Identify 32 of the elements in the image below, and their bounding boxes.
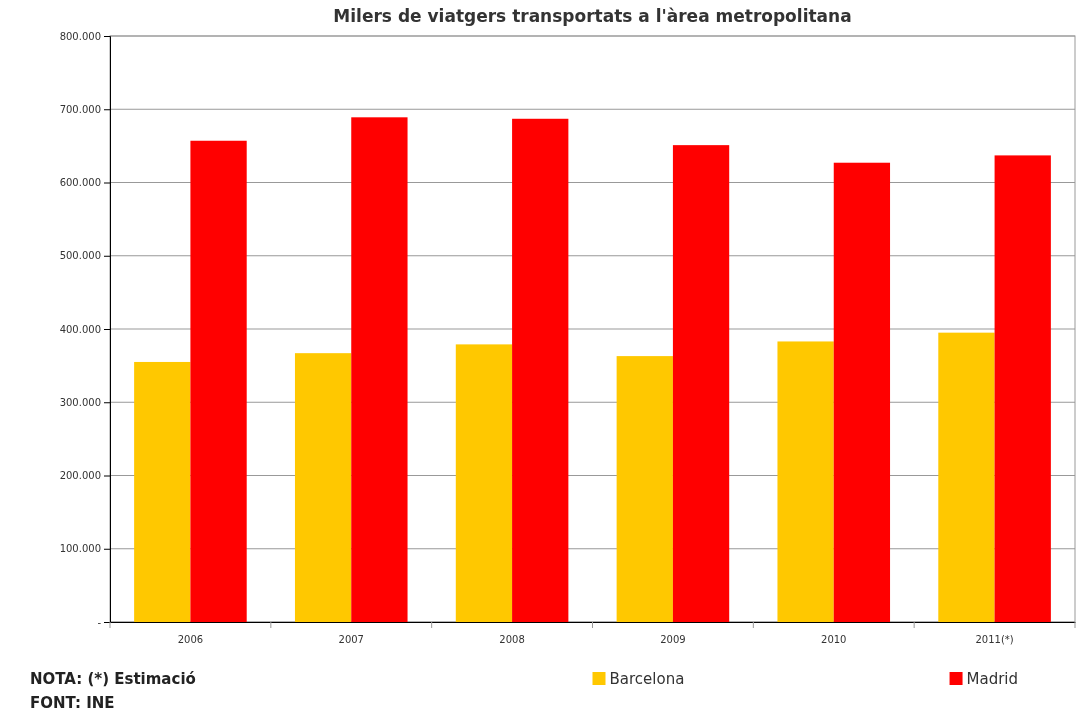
- y-tick-label: 400.000: [59, 323, 101, 335]
- bar: [777, 341, 834, 622]
- bar: [190, 140, 247, 622]
- bar: [134, 361, 191, 622]
- x-tick-label: 2011(*): [975, 634, 1014, 646]
- bar: [455, 344, 513, 622]
- y-tick-label: 800.000: [59, 30, 101, 42]
- bar: [616, 356, 673, 622]
- bar: [994, 155, 1051, 622]
- y-tick-label: 700.000: [59, 103, 101, 115]
- legend-label: Madrid: [966, 670, 1019, 688]
- bar: [294, 353, 352, 622]
- y-tick-label: 600.000: [59, 177, 101, 189]
- y-tick-label: 100.000: [59, 543, 101, 555]
- chart-title: Milers de viatgers transportats a l'àrea metropolitana: [333, 6, 852, 26]
- y-tick-label: -: [97, 616, 102, 628]
- x-tick-label: 2010: [821, 634, 847, 646]
- x-tick-label: 2006: [177, 634, 204, 646]
- text: NOTA: (*) Estimació: [30, 670, 196, 688]
- bar: [938, 332, 995, 622]
- bar: [512, 118, 569, 622]
- x-tick-label: 2007: [338, 634, 364, 646]
- y-tick-label: 500.000: [59, 250, 101, 262]
- x-tick-label: 2009: [660, 634, 686, 646]
- x-tick-label: 2008: [499, 634, 525, 646]
- bar: [672, 145, 730, 622]
- bar: [351, 117, 408, 622]
- y-tick-label: 200.000: [59, 470, 101, 482]
- bar: [833, 162, 891, 622]
- text: FONT: INE: [30, 694, 115, 712]
- legend-label: Barcelona: [609, 670, 685, 688]
- y-tick-label: 300.000: [59, 396, 101, 408]
